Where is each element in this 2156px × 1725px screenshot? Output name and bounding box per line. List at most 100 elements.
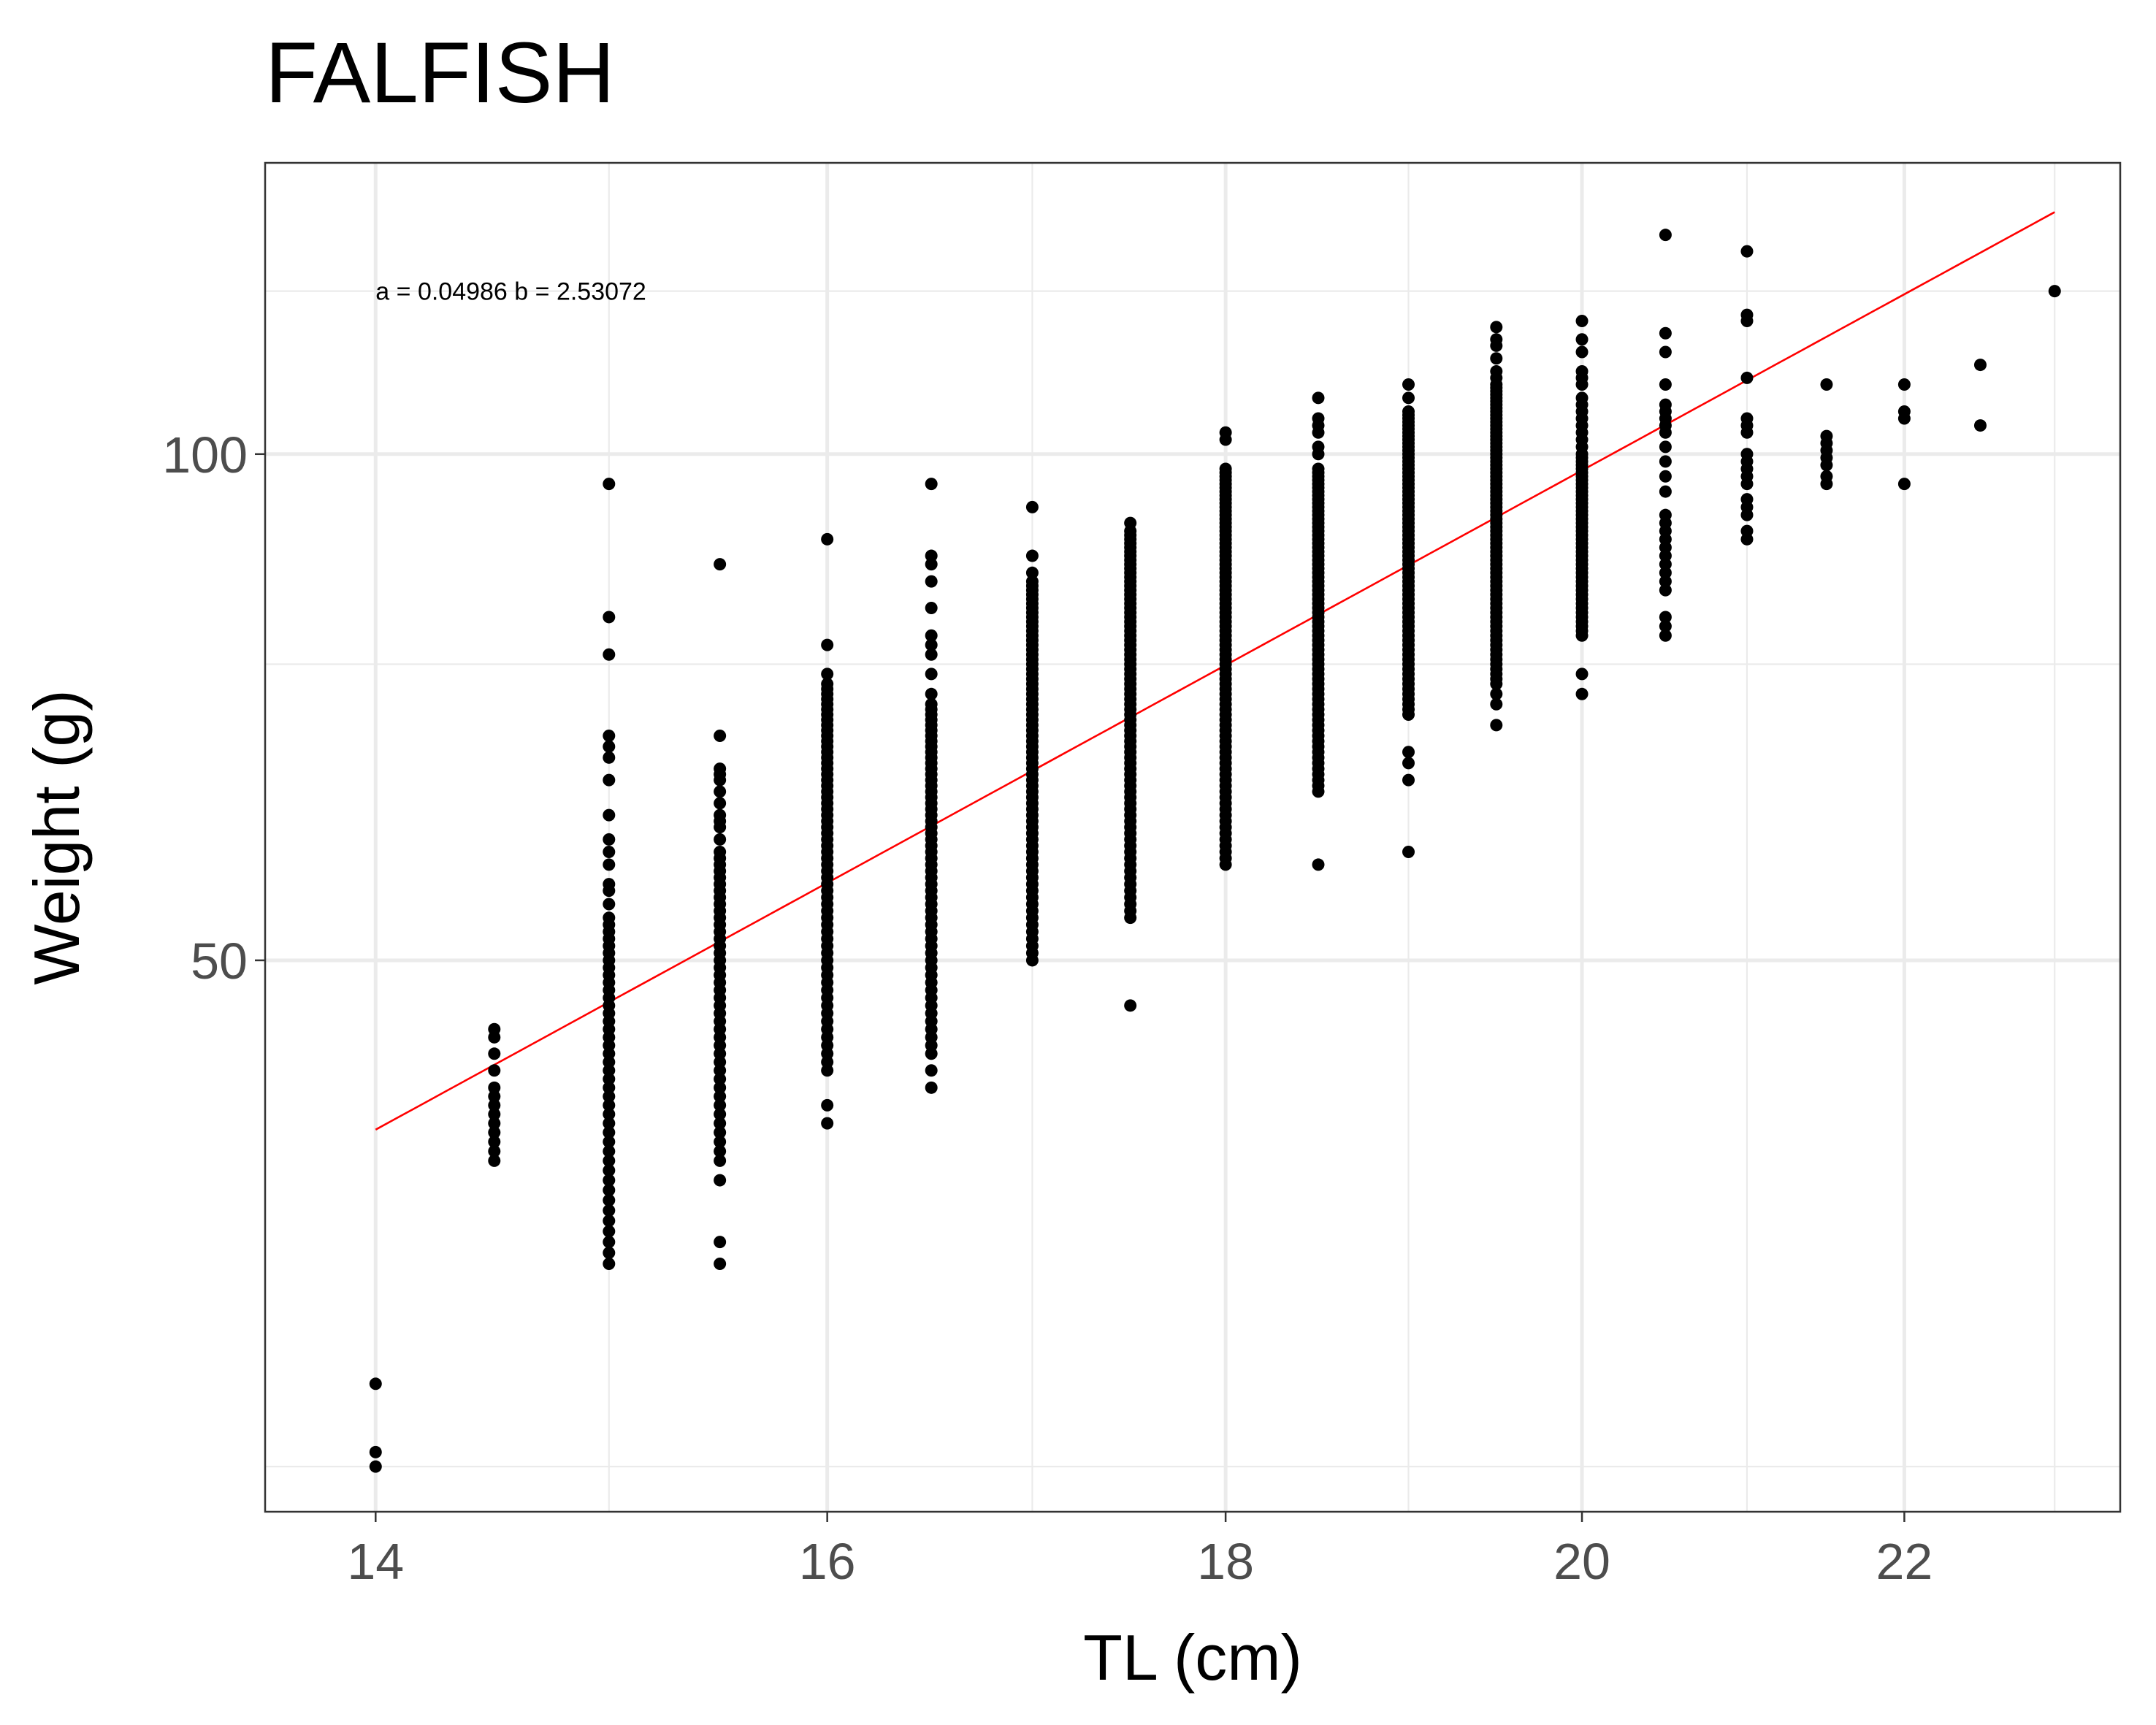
data-point bbox=[488, 1144, 501, 1158]
data-point bbox=[1575, 668, 1589, 681]
data-point bbox=[603, 898, 616, 911]
data-point bbox=[488, 1108, 501, 1121]
data-point bbox=[603, 1236, 616, 1249]
data-point bbox=[603, 729, 616, 742]
data-point bbox=[1402, 378, 1415, 391]
data-point bbox=[1740, 371, 1754, 384]
x-tick-label: 20 bbox=[1553, 1533, 1610, 1590]
data-point bbox=[925, 575, 938, 588]
data-point bbox=[603, 1144, 616, 1158]
data-point bbox=[488, 1047, 501, 1060]
data-point bbox=[1973, 359, 1987, 372]
data-point bbox=[603, 773, 616, 787]
data-point bbox=[714, 1154, 727, 1167]
data-point bbox=[1402, 405, 1415, 418]
data-point bbox=[603, 648, 616, 661]
data-point bbox=[488, 1022, 501, 1036]
data-point bbox=[1312, 858, 1325, 871]
data-point bbox=[603, 1154, 616, 1167]
data-point bbox=[1490, 352, 1503, 365]
data-point bbox=[603, 833, 616, 846]
data-point bbox=[1575, 687, 1589, 700]
fit-annotation: a = 0.04986 b = 2.53072 bbox=[375, 278, 646, 306]
data-point bbox=[925, 638, 938, 651]
data-point bbox=[1490, 687, 1503, 700]
data-point bbox=[488, 1090, 501, 1103]
data-point bbox=[603, 1098, 616, 1112]
data-point bbox=[1659, 575, 1672, 588]
data-point bbox=[714, 1174, 727, 1187]
data-point bbox=[603, 1193, 616, 1206]
data-point bbox=[1575, 391, 1589, 405]
data-point bbox=[2048, 285, 2061, 298]
data-point bbox=[1659, 566, 1672, 579]
data-point bbox=[488, 1081, 501, 1094]
data-point bbox=[925, 478, 938, 491]
data-point bbox=[1490, 321, 1503, 334]
data-point bbox=[714, 558, 727, 571]
data-point bbox=[1740, 524, 1754, 538]
data-point bbox=[1312, 462, 1325, 475]
data-point bbox=[603, 1117, 616, 1130]
data-point bbox=[714, 833, 727, 846]
data-point bbox=[925, 648, 938, 661]
data-point bbox=[1025, 549, 1039, 562]
data-point bbox=[603, 1184, 616, 1197]
data-point bbox=[488, 1098, 501, 1112]
data-point bbox=[1025, 566, 1039, 579]
data-point bbox=[714, 1108, 727, 1121]
data-point bbox=[1973, 419, 1987, 432]
data-point bbox=[1740, 448, 1754, 461]
data-point bbox=[603, 858, 616, 871]
data-point bbox=[1897, 478, 1911, 491]
data-point bbox=[925, 549, 938, 562]
data-point bbox=[1659, 620, 1672, 633]
data-point bbox=[821, 668, 834, 681]
data-point bbox=[925, 1064, 938, 1077]
data-point bbox=[1219, 462, 1232, 475]
y-axis-title: Weight (g) bbox=[20, 689, 93, 984]
x-tick-label: 22 bbox=[1876, 1533, 1933, 1590]
data-point bbox=[714, 1126, 727, 1139]
data-point bbox=[714, 1236, 727, 1249]
data-point bbox=[603, 1225, 616, 1238]
data-point bbox=[821, 678, 834, 691]
data-point bbox=[1575, 364, 1589, 378]
data-point bbox=[1659, 508, 1672, 521]
data-point bbox=[603, 611, 616, 624]
data-point bbox=[714, 1098, 727, 1112]
data-point bbox=[714, 1144, 727, 1158]
data-point bbox=[1659, 326, 1672, 340]
data-point bbox=[821, 638, 834, 651]
data-point bbox=[714, 1090, 727, 1103]
data-point bbox=[1312, 412, 1325, 425]
data-point bbox=[821, 1098, 834, 1112]
data-point bbox=[714, 846, 727, 859]
data-point bbox=[925, 1081, 938, 1094]
data-point bbox=[603, 1090, 616, 1103]
data-point bbox=[603, 1164, 616, 1177]
data-point bbox=[1897, 378, 1911, 391]
x-tick-label: 16 bbox=[799, 1533, 856, 1590]
x-axis-title: TL (cm) bbox=[1083, 1621, 1302, 1694]
data-point bbox=[488, 1064, 501, 1077]
data-point bbox=[1575, 345, 1589, 359]
data-point bbox=[603, 1246, 616, 1259]
data-point bbox=[488, 1126, 501, 1139]
data-point bbox=[603, 878, 616, 891]
data-point bbox=[1740, 245, 1754, 258]
data-point bbox=[1490, 333, 1503, 346]
data-point bbox=[1402, 846, 1415, 859]
data-point bbox=[714, 797, 727, 810]
y-tick-label: 100 bbox=[162, 427, 248, 483]
data-point bbox=[603, 740, 616, 753]
data-point bbox=[1402, 773, 1415, 787]
data-point bbox=[603, 1204, 616, 1217]
data-point bbox=[1490, 719, 1503, 732]
data-point bbox=[1820, 378, 1833, 391]
plot-panel-background bbox=[265, 163, 2120, 1512]
data-point bbox=[1740, 308, 1754, 321]
data-point bbox=[1659, 229, 1672, 242]
